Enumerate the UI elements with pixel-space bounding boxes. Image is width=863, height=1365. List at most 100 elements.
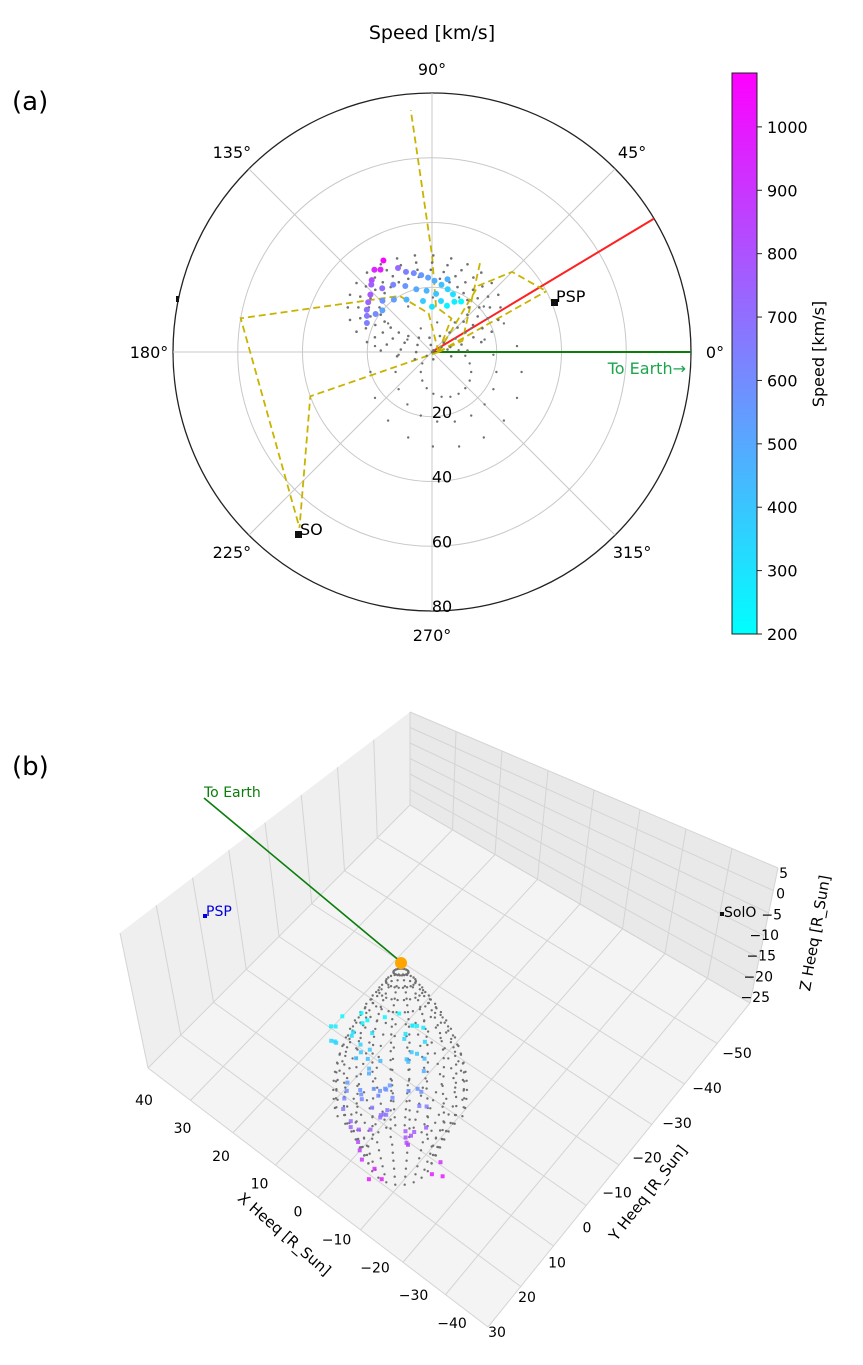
grey-point-3d [412,1126,415,1129]
grey-point-3d [350,1113,353,1116]
grey-point-3d [371,1052,374,1055]
speed-point-3d [384,1112,389,1117]
grey-point-3d [385,981,388,984]
grey-point-3d [387,986,390,989]
speed-point-3d [421,1069,426,1074]
grey-point [495,370,498,374]
grey-point [468,379,471,382]
grey-point-3d [390,998,393,1001]
grey-point-3d [429,1152,432,1155]
grey-point-3d [450,1067,453,1070]
speed-point-3d [359,1092,364,1097]
grey-point-3d [338,1069,341,1072]
grey-point-3d [463,1106,467,1110]
earth-direction-line-3d [203,797,402,963]
grey-point [430,261,434,264]
grey-point-3d [332,1088,335,1092]
grey-point-3d [406,1004,409,1007]
speed-point-3d [365,1056,370,1061]
x-tick-label: −10 [322,1232,352,1248]
speed-point-3d [348,1125,353,1130]
grey-point [481,285,484,288]
grey-point [386,419,390,422]
grey-point-3d [407,1018,410,1021]
grey-point-3d [357,1016,360,1019]
grey-point-3d [396,998,399,1002]
grey-point-3d [441,1048,445,1051]
grey-point-3d [380,983,384,986]
grey-point [438,334,442,338]
angle-tick-label: 0° [706,343,724,362]
grey-point [432,392,435,395]
grey-point-3d [412,983,415,986]
grey-point-3d [402,998,406,1002]
speed-point-3d [403,1129,408,1134]
grey-point-3d [408,1118,411,1121]
grey-point-3d [392,1159,395,1162]
speed-point-3d [368,1127,373,1132]
grey-point [502,322,506,325]
grey-point-3d [461,1115,464,1118]
grey-point-3d [442,1066,446,1069]
speed-point-3d [402,1036,407,1041]
speed-point [458,298,465,305]
floor-pane [148,805,750,1327]
grey-point-3d [343,1081,346,1085]
grey-point-3d [359,1073,362,1076]
grey-point [453,420,456,423]
grey-point-3d [353,1019,357,1022]
speed-point-3d [349,1033,354,1038]
to-earth-label-3d: To Earth [203,785,261,801]
speed-point-3d [422,1039,427,1044]
grey-point [431,445,435,448]
grey-point-3d [371,1080,375,1083]
grey-point-3d [390,1033,393,1036]
grey-point-3d [422,1066,426,1070]
grey-point [442,270,446,274]
grey-point-3d [454,1095,458,1099]
grey-point-3d [434,1006,438,1009]
x-tick-label: 40 [135,1093,153,1109]
grey-point-3d [355,1102,358,1105]
grey-point-3d [377,1012,380,1016]
grey-model-points [346,254,523,448]
speed-point [379,307,386,314]
grey-point [454,337,457,340]
grey-point-3d [387,976,390,979]
grey-point [373,336,377,339]
polar-chart: Speed [km/s] 0° 45° 90° 135° 180° 225° 270° 315… [130,22,724,645]
grey-point-3d [421,991,424,995]
grey-point-3d [433,1002,437,1005]
grey-point-3d [355,1021,358,1024]
grey-point-3d [462,1071,466,1074]
grey-point [488,306,492,309]
grey-point-3d [406,1151,409,1154]
grey-point [462,291,465,295]
grey-point-3d [434,1137,438,1140]
grey-point-3d [425,1087,428,1090]
grey-point-3d [355,1066,358,1069]
x-tick-label: −30 [399,1288,429,1304]
grey-point-3d [391,1143,394,1146]
grey-point-3d [334,1097,338,1100]
grey-point-3d [462,1089,465,1092]
grey-point-3d [342,1072,346,1075]
grey-point-3d [357,1083,361,1086]
z-gridline [409,804,751,1004]
grey-point-3d [362,1137,366,1140]
grey-point-3d [423,1123,426,1126]
colorbar-tick-label: 700 [767,308,798,327]
grey-point-3d [439,1013,442,1017]
grey-point-3d [377,1131,380,1134]
grey-point [385,268,389,272]
grey-point-3d [351,1025,355,1028]
grey-point-3d [408,1068,411,1071]
grey-point-3d [405,1159,408,1162]
grey-point-3d [443,1021,446,1024]
grey-point-3d [355,1111,358,1114]
grey-point [472,336,475,339]
grey-point [397,388,400,391]
psp-label-3d: PSP [206,904,232,920]
grey-point [467,306,471,309]
grey-point [481,327,484,330]
